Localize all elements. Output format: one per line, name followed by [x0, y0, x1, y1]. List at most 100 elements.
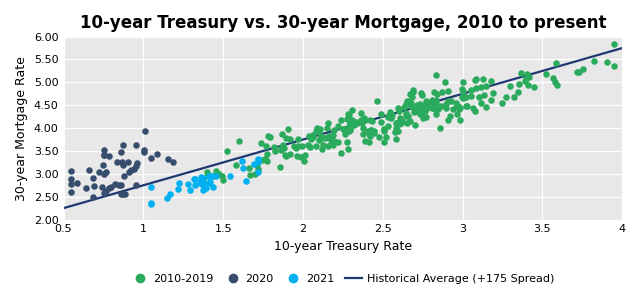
Point — [253, 160, 264, 165]
Point — [432, 92, 442, 96]
Point — [431, 98, 441, 102]
Point — [451, 103, 462, 108]
Point — [67, 169, 77, 174]
Point — [380, 135, 391, 140]
Point — [189, 177, 199, 182]
Point — [481, 105, 491, 109]
Point — [428, 99, 438, 104]
Point — [256, 141, 266, 145]
Point — [81, 185, 91, 190]
Point — [119, 192, 130, 197]
Point — [549, 76, 559, 81]
Point — [225, 174, 236, 178]
Point — [119, 174, 129, 179]
Point — [401, 101, 411, 106]
Point — [253, 158, 264, 163]
Point — [253, 167, 263, 172]
Point — [609, 41, 619, 46]
Point — [551, 60, 561, 65]
Point — [406, 104, 416, 109]
Point — [323, 143, 333, 148]
Point — [376, 120, 386, 125]
Point — [385, 109, 395, 114]
Point — [366, 127, 376, 132]
Point — [516, 71, 526, 76]
Point — [414, 107, 424, 112]
Point — [602, 60, 612, 65]
Point — [105, 184, 116, 189]
Point — [375, 111, 385, 116]
Point — [281, 136, 291, 141]
Point — [416, 109, 426, 114]
Point — [351, 120, 361, 124]
Point — [369, 129, 379, 134]
Point — [199, 181, 209, 185]
Point — [165, 192, 175, 197]
Point — [344, 113, 354, 118]
Point — [185, 187, 195, 192]
Point — [211, 174, 221, 179]
Point — [371, 99, 382, 104]
Point — [552, 83, 563, 88]
Point — [281, 153, 291, 158]
Point — [104, 185, 114, 190]
Point — [451, 100, 461, 105]
Point — [364, 140, 374, 145]
Point — [404, 99, 414, 103]
Point — [321, 126, 331, 131]
Point — [204, 179, 215, 184]
Point — [173, 180, 184, 185]
Point — [67, 190, 77, 195]
Point — [89, 183, 99, 188]
Point — [218, 177, 228, 182]
Point — [343, 147, 353, 152]
Point — [284, 136, 295, 141]
Point — [373, 135, 384, 139]
Point — [207, 174, 217, 178]
Point — [146, 201, 156, 206]
Point — [415, 102, 425, 107]
Point — [131, 142, 141, 147]
Point — [481, 84, 491, 88]
Point — [337, 150, 347, 155]
Point — [412, 107, 422, 112]
Point — [204, 174, 214, 179]
Point — [345, 127, 355, 132]
Point — [260, 144, 271, 149]
Point — [457, 86, 467, 91]
Point — [398, 119, 408, 124]
Point — [314, 130, 324, 135]
Point — [402, 120, 412, 125]
Point — [276, 146, 286, 151]
Point — [241, 178, 251, 183]
Point — [311, 128, 321, 133]
Point — [116, 192, 126, 196]
Point — [356, 117, 366, 122]
Point — [270, 149, 280, 153]
X-axis label: 10-year Treasury Rate: 10-year Treasury Rate — [274, 240, 412, 253]
Point — [344, 129, 354, 134]
Point — [280, 152, 290, 157]
Point — [315, 137, 325, 142]
Point — [262, 158, 272, 163]
Point — [436, 103, 446, 108]
Point — [196, 175, 206, 180]
Point — [391, 120, 401, 125]
Point — [307, 135, 318, 140]
Point — [222, 149, 232, 153]
Point — [345, 121, 356, 126]
Point — [206, 174, 216, 179]
Point — [421, 99, 431, 104]
Point — [237, 159, 247, 163]
Point — [431, 100, 441, 105]
Point — [129, 167, 139, 171]
Point — [315, 127, 325, 132]
Point — [118, 142, 128, 147]
Point — [244, 172, 255, 177]
Point — [461, 95, 471, 99]
Point — [190, 183, 200, 188]
Point — [197, 181, 208, 186]
Point — [514, 82, 525, 87]
Point — [333, 124, 343, 128]
Point — [146, 201, 156, 206]
